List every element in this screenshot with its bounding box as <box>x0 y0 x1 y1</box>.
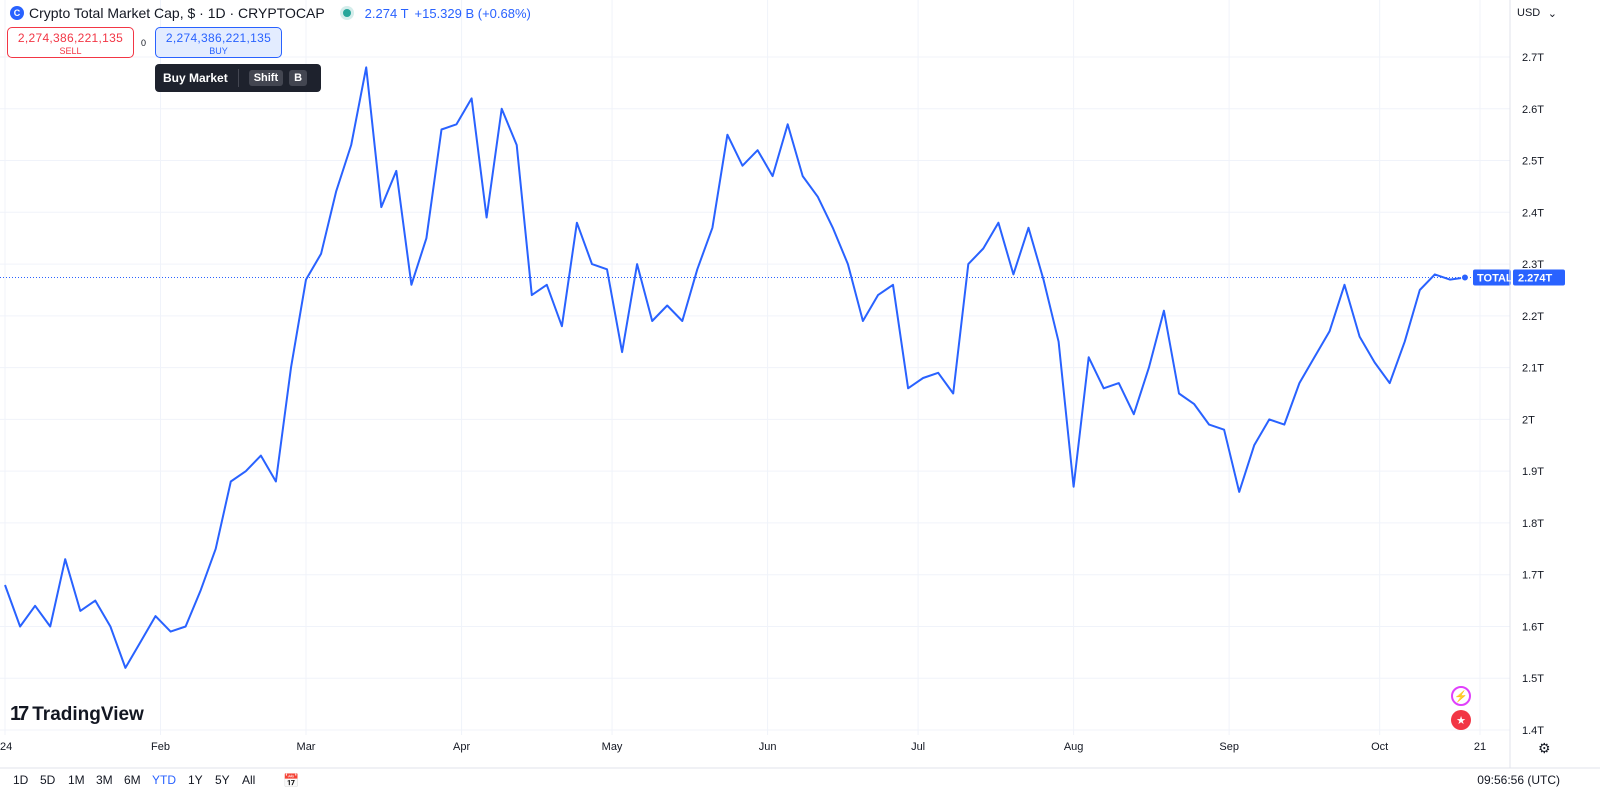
y-tick-label: 2.2T <box>1522 311 1544 323</box>
buy-label: BUY <box>209 46 228 56</box>
x-tick-label: Oct <box>1371 741 1388 753</box>
y-tick-label: 2.7T <box>1522 52 1544 64</box>
x-axis: 24 Feb Mar Apr May Jun Jul Aug Sep Oct 21 <box>0 741 1486 753</box>
y-tick-label: 2.3T <box>1522 259 1544 271</box>
y-tick-label: 1.6T <box>1522 621 1544 633</box>
legend-change: +15.329 B (+0.68%) <box>414 5 531 21</box>
x-tick-label: Jun <box>759 741 777 753</box>
tooltip-divider <box>237 69 239 87</box>
spread-value: 0 <box>141 38 147 48</box>
y-tick-label: 1.7T <box>1522 570 1544 582</box>
bottom-toolbar: 1D 5D 1M 3M 6M YTD 1Y 5Y All 📅 09:56:56 (UTC) <box>0 768 1600 802</box>
buy-price: 2,274,386,221,135 <box>165 31 272 45</box>
buy-market-tooltip: Buy Market Shift B <box>155 64 322 92</box>
range-button-6m[interactable]: 6M <box>124 773 141 787</box>
y-tick-label: 1.9T <box>1522 466 1544 478</box>
range-button-all[interactable]: All <box>242 773 256 787</box>
range-button-1d[interactable]: 1D <box>13 773 29 787</box>
range-button-ytd[interactable]: YTD <box>152 773 176 787</box>
y-tick-label: 2.1T <box>1522 363 1544 375</box>
tradingview-mark-icon: 17 <box>10 703 29 725</box>
price-tag-value: 2.274T <box>1518 273 1553 285</box>
x-tick-label: Mar <box>297 741 316 753</box>
x-tick-label: 24 <box>0 741 12 753</box>
calendar-icon[interactable]: 📅 <box>283 773 300 788</box>
series-line-total <box>4 66 1466 669</box>
shortcut-key-b: B <box>289 70 308 86</box>
chart-legend: C Crypto Total Market Cap, $ · 1D · CRYP… <box>10 4 531 22</box>
sell-label: SELL <box>59 46 82 56</box>
range-button-5d[interactable]: 5D <box>40 773 56 787</box>
currency-select[interactable]: USD ⌄ <box>1513 3 1561 23</box>
y-tick-label: 1.4T <box>1522 725 1544 737</box>
y-tick-label: 1.5T <box>1522 673 1544 685</box>
x-tick-label: Feb <box>151 741 170 753</box>
legend-last-value: 2.274 T <box>364 5 409 21</box>
price-tag: TOTAL 2.274T <box>1473 269 1565 286</box>
clock: 09:56:56 (UTC) <box>1477 773 1560 787</box>
price-tag-symbol: TOTAL <box>1477 273 1513 285</box>
x-tick-label: Jul <box>911 741 925 753</box>
buy-button[interactable]: 2,274,386,221,135 BUY <box>155 27 282 58</box>
gear-icon[interactable]: ⚙ <box>1538 740 1551 756</box>
sell-price: 2,274,386,221,135 <box>17 31 124 45</box>
y-tick-label: 2.5T <box>1522 156 1544 168</box>
x-tick-label: May <box>602 741 623 753</box>
last-point-marker <box>1460 273 1469 282</box>
y-tick-label: 2.6T <box>1522 104 1544 116</box>
market-status-icon[interactable] <box>342 9 351 17</box>
x-tick-label: Aug <box>1064 741 1084 753</box>
range-button-1y[interactable]: 1Y <box>188 773 203 787</box>
brand-name: TradingView <box>32 703 144 725</box>
y-tick-label: 1.8T <box>1522 518 1544 530</box>
shortcut-key-shift: Shift <box>248 70 284 86</box>
tooltip-label: Buy Market <box>163 71 228 85</box>
range-button-3m[interactable]: 3M <box>96 773 113 787</box>
chevron-down-icon: ⌄ <box>1547 7 1557 20</box>
x-tick-label: Sep <box>1219 741 1239 753</box>
cryptocap-logo-icon: C <box>10 6 24 20</box>
sell-button[interactable]: 2,274,386,221,135 SELL <box>7 27 134 58</box>
range-button-1m[interactable]: 1M <box>68 773 85 787</box>
range-button-5y[interactable]: 5Y <box>215 773 230 787</box>
us-flag-icon[interactable]: ★ <box>1451 710 1471 730</box>
x-tick-label: Apr <box>453 741 470 753</box>
x-tick-label: 21 <box>1474 741 1486 753</box>
currency-label: USD <box>1517 7 1541 19</box>
y-tick-label: 2T <box>1522 414 1535 426</box>
tradingview-logo[interactable]: 17 TradingView <box>10 703 144 726</box>
y-axis: 1.4T 1.5T 1.6T 1.7T 1.8T 1.9T 2T 2.1T 2.2T 2.3T 2.… <box>1522 52 1544 737</box>
y-tick-label: 2.4T <box>1522 207 1544 219</box>
grid-layer <box>0 0 1510 735</box>
symbol-title[interactable]: Crypto Total Market Cap, $ · 1D · CRYPTO… <box>29 5 325 21</box>
lightning-icon[interactable]: ⚡ <box>1451 686 1471 706</box>
